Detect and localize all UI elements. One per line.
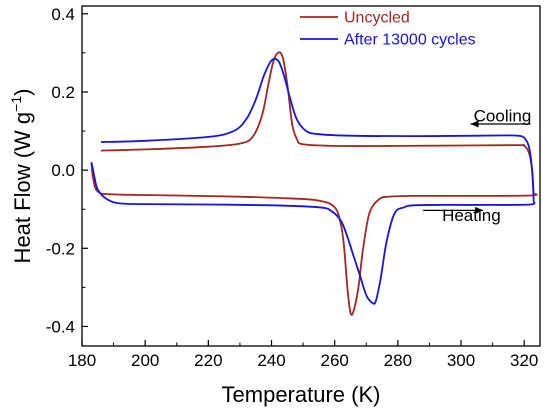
y-axis-title-superscript: −1 xyxy=(8,96,24,112)
annotation-arrow-head xyxy=(475,206,484,214)
legend-label: Uncycled xyxy=(344,10,410,27)
x-tick-label: 180 xyxy=(68,351,96,370)
x-tick-label: 320 xyxy=(510,351,538,370)
y-axis-ticks: -0.4 -0.2 0.0 0.2 0.4 xyxy=(46,5,88,336)
legend: Uncycled After 13000 cycles xyxy=(300,10,476,49)
x-tick-label: 260 xyxy=(321,351,349,370)
series-uncycled-cooling-line xyxy=(100,51,535,194)
x-tick-label: 220 xyxy=(194,351,222,370)
series-cycled-heating-line xyxy=(90,162,536,305)
x-tick-label: 280 xyxy=(384,351,412,370)
annotation-label: Heating xyxy=(442,206,501,225)
x-tick-label: 240 xyxy=(257,351,285,370)
plot-frame xyxy=(81,5,541,347)
legend-label: After 13000 cycles xyxy=(344,32,476,49)
x-tick-label: 300 xyxy=(447,351,475,370)
y-tick-label: -0.2 xyxy=(46,239,75,258)
annotation-arrow-head xyxy=(470,120,479,128)
series-cycled-cooling-line xyxy=(100,57,535,202)
series-uncycled-heating-line xyxy=(90,162,538,316)
y-axis-title: Heat Flow (W g−1) xyxy=(8,89,35,264)
x-axis-title: Temperature (K) xyxy=(222,382,381,407)
annotations: Cooling Heating xyxy=(423,106,531,225)
y-tick-label: 0.4 xyxy=(51,5,75,24)
x-axis-ticks: 180 200 220 240 260 280 300 320 xyxy=(68,340,538,370)
y-tick-label: 0.2 xyxy=(51,83,75,102)
series-layer xyxy=(90,51,538,316)
y-tick-label: -0.4 xyxy=(46,317,75,336)
annotation-label: Cooling xyxy=(474,106,532,125)
y-tick-label: 0.0 xyxy=(51,161,75,180)
x-tick-label: 200 xyxy=(131,351,159,370)
